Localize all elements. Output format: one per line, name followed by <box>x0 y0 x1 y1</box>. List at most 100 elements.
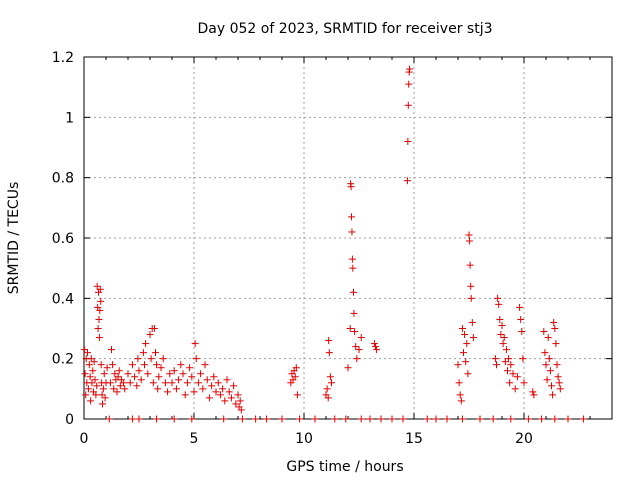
data-point <box>191 340 199 348</box>
data-point <box>373 346 381 354</box>
data-point <box>548 382 555 390</box>
data-point <box>493 361 500 369</box>
data-point <box>530 391 538 399</box>
tick-labels: 0 5 10 15 20 0 0.2 0.4 0.6 0.8 1 1.2 <box>52 50 533 447</box>
data-point <box>95 315 103 323</box>
y-tick-label: 0.2 <box>52 352 74 368</box>
data-point <box>168 379 176 387</box>
data-point <box>500 334 508 342</box>
data-point <box>199 385 207 393</box>
data-point <box>388 415 396 423</box>
data-point <box>278 415 286 423</box>
data-point <box>456 391 464 399</box>
data-point <box>92 391 100 399</box>
data-point <box>455 379 463 387</box>
y-tick-label: 0.6 <box>52 231 74 247</box>
y-tick-label: 0.4 <box>52 291 74 307</box>
data-point <box>331 415 339 423</box>
data-point <box>348 255 356 263</box>
x-tick-label: 15 <box>405 431 423 447</box>
data-point <box>183 379 191 387</box>
data-point <box>234 391 242 399</box>
data-point <box>518 328 526 336</box>
data-point <box>141 361 148 369</box>
data-point <box>210 373 218 381</box>
data-point <box>357 415 365 423</box>
data-point <box>105 415 113 423</box>
data-point <box>311 415 319 423</box>
data-point <box>546 367 554 375</box>
data-point <box>81 370 89 378</box>
data-point <box>511 385 519 393</box>
data-point <box>350 309 358 317</box>
data-point <box>529 388 537 396</box>
data-point <box>296 415 304 423</box>
data-point <box>403 177 411 185</box>
data-point <box>97 297 105 305</box>
data-point <box>326 373 334 381</box>
data-point <box>116 382 124 390</box>
data-point <box>97 361 105 369</box>
data-point <box>465 237 473 245</box>
data-point <box>347 183 355 191</box>
data-point <box>496 315 504 323</box>
data-point <box>350 288 357 296</box>
data-point <box>91 376 99 384</box>
data-point <box>491 355 499 363</box>
data-point <box>507 415 515 423</box>
data-point <box>181 391 189 399</box>
data-point <box>108 346 115 354</box>
data-point <box>545 355 553 363</box>
data-point <box>230 382 238 390</box>
data-point <box>128 415 136 423</box>
data-point <box>544 334 552 342</box>
data-point <box>499 340 507 348</box>
data-point <box>423 415 431 423</box>
data-point <box>227 394 235 402</box>
data-point <box>325 349 333 357</box>
data-point <box>457 397 465 405</box>
data-point <box>144 370 152 378</box>
data-point <box>197 370 205 378</box>
y-tick-label: 0.8 <box>52 171 74 187</box>
data-point <box>579 415 587 423</box>
data-point <box>564 415 572 423</box>
data-point <box>161 379 169 387</box>
data-point <box>542 361 550 369</box>
data-point <box>170 367 178 375</box>
data-point <box>147 355 155 363</box>
data-point <box>87 355 95 363</box>
data-point <box>203 376 211 384</box>
data-point <box>460 349 467 357</box>
data-point <box>348 213 356 221</box>
data-point <box>377 415 385 423</box>
data-point <box>541 349 549 357</box>
data-point <box>137 376 145 384</box>
data-point <box>554 373 562 381</box>
data-point <box>237 406 245 414</box>
data-point <box>85 361 93 369</box>
data-point <box>349 264 357 272</box>
data-point <box>404 137 412 145</box>
data-point <box>121 385 129 393</box>
data-point <box>82 391 90 399</box>
data-point <box>366 415 374 423</box>
data-point <box>103 364 111 372</box>
data-point <box>84 349 92 357</box>
data-point <box>399 415 407 423</box>
data-point <box>372 343 379 351</box>
data-point <box>494 294 502 302</box>
data-point <box>325 337 333 345</box>
data-point <box>87 397 95 405</box>
data-point <box>106 379 114 387</box>
data-point <box>154 385 162 393</box>
data-point <box>467 282 475 290</box>
y-tick-label: 1.2 <box>52 50 74 66</box>
data-point <box>93 282 101 290</box>
data-point <box>90 358 98 366</box>
data-point <box>96 306 104 314</box>
data-point <box>519 355 527 363</box>
data-point <box>131 373 139 381</box>
data-point <box>489 415 497 423</box>
data-point <box>543 376 551 384</box>
